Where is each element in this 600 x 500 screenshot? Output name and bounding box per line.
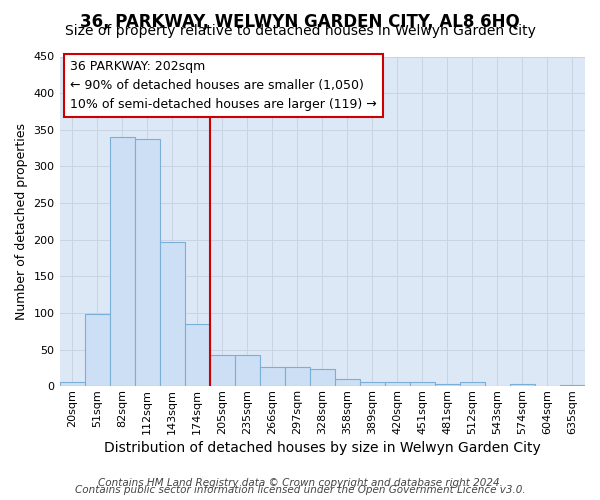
Text: Contains HM Land Registry data © Crown copyright and database right 2024.: Contains HM Land Registry data © Crown c…: [98, 478, 502, 488]
Bar: [335, 379, 360, 386]
Bar: [460, 382, 485, 386]
Bar: [260, 367, 285, 386]
Bar: [285, 367, 310, 386]
Bar: [360, 382, 385, 386]
Text: Contains public sector information licensed under the Open Government Licence v3: Contains public sector information licen…: [74, 485, 526, 495]
Bar: [134, 138, 160, 386]
Bar: [560, 384, 585, 386]
Bar: [410, 382, 435, 386]
Bar: [160, 242, 185, 386]
Bar: [209, 354, 235, 386]
Text: 36 PARKWAY: 202sqm
← 90% of detached houses are smaller (1,050)
10% of semi-deta: 36 PARKWAY: 202sqm ← 90% of detached hou…: [70, 60, 377, 111]
Text: Size of property relative to detached houses in Welwyn Garden City: Size of property relative to detached ho…: [65, 24, 535, 38]
Text: 36, PARKWAY, WELWYN GARDEN CITY, AL8 6HQ: 36, PARKWAY, WELWYN GARDEN CITY, AL8 6HQ: [80, 12, 520, 30]
Y-axis label: Number of detached properties: Number of detached properties: [15, 123, 28, 320]
Bar: [435, 384, 460, 386]
X-axis label: Distribution of detached houses by size in Welwyn Garden City: Distribution of detached houses by size …: [104, 441, 541, 455]
Bar: [235, 354, 260, 386]
Bar: [310, 368, 335, 386]
Bar: [185, 324, 209, 386]
Bar: [110, 137, 134, 386]
Bar: [385, 382, 410, 386]
Bar: [510, 384, 535, 386]
Bar: [85, 314, 110, 386]
Bar: [59, 382, 85, 386]
